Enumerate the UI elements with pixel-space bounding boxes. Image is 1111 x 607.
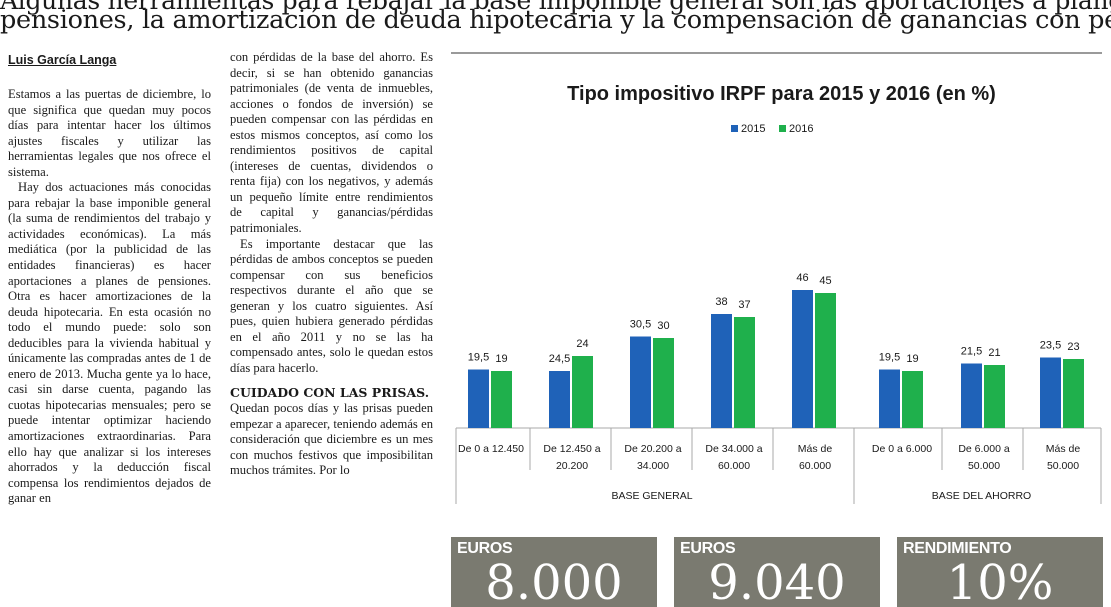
paragraph: con pérdidas de la base del ahorro. Es d… <box>230 50 433 236</box>
category-label-7: 50.000 <box>1047 460 1079 472</box>
chart-title: Tipo impositivo IRPF para 2015 y 2016 (e… <box>567 83 996 105</box>
legend-swatch-2015 <box>731 125 738 132</box>
bar-2016-2 <box>653 338 674 428</box>
byline: Luis García Langa <box>8 53 117 67</box>
stat-value: 8.000 <box>485 555 623 607</box>
category-label-2: 34.000 <box>637 460 669 472</box>
category-label-4: Más de <box>798 443 833 455</box>
bar-2015-5 <box>879 369 900 428</box>
section-subhead: CUIDADO CON LAS PRISAS. <box>230 385 430 401</box>
legend-label-2015: 2015 <box>741 123 765 135</box>
category-label-6: 50.000 <box>968 460 1000 472</box>
bar-2016-5 <box>902 371 923 428</box>
data-label-2015-1: 24,5 <box>549 353 570 365</box>
category-label-1: 20.200 <box>556 460 588 472</box>
stat-box-euros-1: EUROS 8.000 <box>451 537 657 607</box>
stat-box-rendimiento: RENDIMIENTO 10% <box>897 537 1103 607</box>
bar-2015-3 <box>711 314 732 428</box>
data-label-2016-5: 19 <box>906 353 918 365</box>
group-label-0: BASE GENERAL <box>611 490 692 502</box>
category-label-7: Más de <box>1046 443 1081 455</box>
headline-line-2: pensiones, la amortización de deuda hipo… <box>0 5 1111 35</box>
data-label-2015-4: 46 <box>796 272 808 284</box>
category-label-1: De 12.450 a <box>543 443 600 455</box>
data-label-2015-3: 38 <box>715 296 727 308</box>
stat-label: EUROS <box>680 540 736 557</box>
paragraph: Estamos a las puertas de diciembre, lo q… <box>8 87 211 179</box>
bar-2015-1 <box>549 371 570 428</box>
stat-label: RENDIMIENTO <box>903 540 1012 557</box>
category-label-0: De 0 a 12.450 <box>458 443 524 455</box>
data-label-2016-2: 30 <box>657 320 669 332</box>
data-label-2016-4: 45 <box>819 275 831 287</box>
article-column-1: Estamos a las puertas de diciembre, lo q… <box>8 87 211 507</box>
bar-2016-3 <box>734 317 755 428</box>
stat-box-euros-2: EUROS 9.040 <box>674 537 880 607</box>
category-label-3: De 34.000 a <box>705 443 762 455</box>
bar-2015-6 <box>961 363 982 428</box>
paragraph: Es importante destacar que las pérdidas … <box>230 236 433 375</box>
data-label-2015-5: 19,5 <box>879 352 900 364</box>
category-label-5: De 0 a 6.000 <box>872 443 932 455</box>
bar-2015-2 <box>630 336 651 428</box>
group-label-1: BASE DEL AHORRO <box>932 490 1031 502</box>
data-label-2016-6: 21 <box>988 347 1000 359</box>
stat-value: 9.040 <box>708 555 846 607</box>
category-label-2: De 20.200 a <box>624 443 681 455</box>
bar-2015-0 <box>468 369 489 428</box>
chart-top-rule <box>451 52 1102 54</box>
legend-label-2016: 2016 <box>789 123 813 135</box>
bar-2015-7 <box>1040 357 1061 428</box>
article-column-2: con pérdidas de la base del ahorro. Es d… <box>230 50 433 479</box>
data-label-2015-0: 19,5 <box>468 352 489 364</box>
stat-label: EUROS <box>457 540 513 557</box>
bar-2016-7 <box>1063 359 1084 428</box>
headline-line-1: Algunas herramientas para rebajar la bas… <box>0 0 1111 15</box>
data-label-2016-1: 24 <box>576 338 588 350</box>
bar-2016-4 <box>815 293 836 428</box>
data-label-2015-6: 21,5 <box>961 346 982 358</box>
data-label-2015-2: 30,5 <box>630 319 651 331</box>
data-label-2016-3: 37 <box>738 299 750 311</box>
data-label-2016-7: 23 <box>1067 341 1079 353</box>
data-label-2016-0: 19 <box>495 353 507 365</box>
category-label-4: 60.000 <box>799 460 831 472</box>
category-label-3: 60.000 <box>718 460 750 472</box>
legend-swatch-2016 <box>779 125 786 132</box>
bar-2016-0 <box>491 371 512 428</box>
irpf-bar-chart: Tipo impositivo IRPF para 2015 y 2016 (e… <box>455 83 1102 504</box>
data-label-2015-7: 23,5 <box>1040 340 1061 352</box>
paragraph: Hay dos actuaciones más conocidas para r… <box>8 180 211 506</box>
category-label-6: De 6.000 a <box>958 443 1010 455</box>
stat-value: 10% <box>946 555 1054 607</box>
paragraph: Quedan pocos días y las prisas pueden em… <box>230 401 433 478</box>
bar-2016-6 <box>984 365 1005 428</box>
bar-2016-1 <box>572 356 593 428</box>
bar-2015-4 <box>792 290 813 428</box>
